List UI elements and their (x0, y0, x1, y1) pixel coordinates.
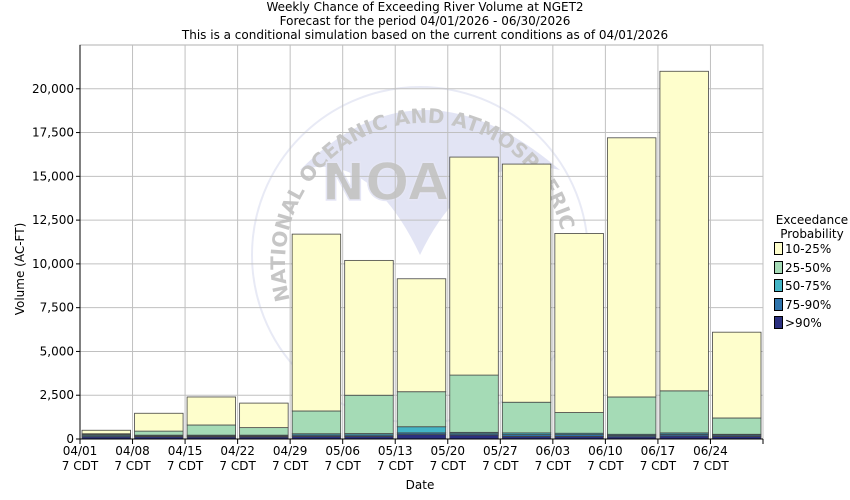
bar-segment (501, 163, 552, 403)
y-tick-label: 7,500 (40, 301, 74, 315)
legend-item: >90% (774, 316, 822, 330)
bar-segment (186, 396, 237, 426)
bar-segment (449, 434, 499, 440)
x-tick-label-time: 7 CDT (692, 459, 729, 473)
x-tick-label-date: 05/13 (378, 444, 413, 458)
x-axis-label: Date (405, 478, 435, 492)
legend-item: 10-25% (774, 242, 831, 256)
legend-swatch (774, 297, 783, 311)
chart-subtitle: Forecast for the period 04/01/2026 - 06/… (279, 14, 571, 28)
bar-segment (134, 412, 184, 432)
legend-swatch (774, 242, 783, 255)
legend-swatch (774, 316, 783, 329)
bar-segment (186, 424, 237, 436)
x-tick-label-time: 7 CDT (62, 459, 99, 473)
x-tick-label-time: 7 CDT (324, 459, 361, 473)
x-tick-label-date: 05/06 (325, 444, 360, 458)
chart-title: Weekly Chance of Exceeding River Volume … (266, 0, 584, 14)
legend-title-line2: Probability (780, 227, 844, 241)
legend-label: 75-90% (785, 297, 832, 312)
legend-title-line1: Exceedance (775, 213, 849, 227)
y-tick-label: 20,000 (32, 82, 74, 96)
x-tick-label-date: 06/24 (693, 444, 728, 458)
x-tick-label-date: 04/08 (115, 444, 150, 458)
bar-segment (659, 390, 709, 434)
bar-segment (659, 70, 709, 392)
x-tick-label-date: 06/03 (536, 444, 571, 458)
bar-segment (291, 233, 342, 412)
bar-segment (134, 430, 184, 436)
x-tick-label-date: 04/29 (273, 444, 308, 458)
y-tick-label: 12,500 (32, 213, 74, 227)
bar-segment (344, 394, 394, 434)
bar-segment (396, 391, 447, 428)
legend-item: 50-75% (774, 279, 831, 293)
legend-swatch (774, 279, 783, 292)
bar-segment (712, 331, 762, 419)
x-tick-label-time: 7 CDT (114, 459, 151, 473)
legend-label: 10-25% (785, 242, 832, 256)
y-tick-label: 17,500 (32, 126, 74, 140)
legend-item: 75-90% (774, 297, 832, 312)
bar-segment (396, 434, 447, 440)
bar-segment (501, 401, 552, 434)
watermark-gull (300, 110, 560, 255)
y-tick-label: 0 (66, 432, 74, 446)
bar-segment (712, 417, 762, 435)
bar-segment (81, 429, 131, 435)
bar-segment (606, 396, 657, 435)
legend-item: 25-50% (774, 260, 832, 275)
x-tick-label-date: 05/27 (483, 444, 518, 458)
x-tick-label-date: 06/17 (641, 444, 676, 458)
bar-segment (554, 233, 604, 413)
legend-label: 50-75% (785, 279, 832, 293)
x-tick-label-date: 04/01 (63, 444, 98, 458)
x-tick-label-time: 7 CDT (272, 459, 309, 473)
y-axis-label: Volume (AC-FT) (13, 222, 27, 316)
y-tick-label: 15,000 (32, 169, 74, 183)
x-tick-label-time: 7 CDT (430, 459, 467, 473)
y-tick-label: 10,000 (32, 257, 74, 271)
bar-segment (239, 402, 289, 429)
bar-segment (291, 410, 342, 435)
x-tick-label-time: 7 CDT (377, 459, 414, 473)
x-tick-label-time: 7 CDT (482, 459, 519, 473)
bar-segment (239, 427, 289, 436)
bar-segment (554, 412, 604, 434)
legend-label: 25-50% (785, 260, 832, 275)
bar-segment (396, 426, 447, 434)
x-tick-label-time: 7 CDT (587, 459, 624, 473)
bar-segment (396, 278, 447, 393)
x-tick-label-date: 04/22 (220, 444, 255, 458)
x-tick-label-date: 04/15 (168, 444, 203, 458)
legend-swatch (774, 260, 783, 274)
x-tick-label-time: 7 CDT (535, 459, 572, 473)
x-tick-label-date: 05/20 (430, 444, 465, 458)
legend-label: >90% (785, 316, 822, 330)
bar-segment (449, 156, 499, 376)
x-tick-label-date: 06/10 (588, 444, 623, 458)
x-tick-label-time: 7 CDT (640, 459, 677, 473)
bar-segment (606, 137, 657, 398)
bar-segment (344, 259, 394, 396)
x-tick-label-time: 7 CDT (219, 459, 256, 473)
y-tick-label: 2,500 (40, 388, 74, 402)
y-tick-label: 5,000 (40, 344, 74, 358)
bar-segment (449, 374, 499, 433)
x-tick-label-time: 7 CDT (167, 459, 204, 473)
chart-note: This is a conditional simulation based o… (181, 28, 669, 42)
